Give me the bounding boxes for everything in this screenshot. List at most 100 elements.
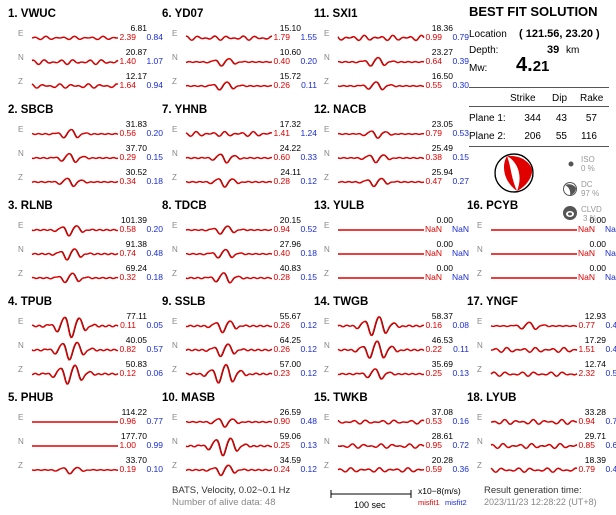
station-sbcb: 2. SBCB E 31.83 0.56 0.20 N 37.70 0.29 0.15 Z 30.5… <box>8 104 163 200</box>
misfit2-value: 0.11 <box>453 344 469 354</box>
clvd-value: 3 % <box>583 214 597 223</box>
station-title: 3. RLNB <box>8 200 53 212</box>
synthetic-trace <box>490 418 578 425</box>
waveform-trace <box>185 81 273 91</box>
waveform-trace <box>31 316 119 339</box>
misfit2-value: 0.72 <box>452 440 469 450</box>
iso-icon <box>568 161 574 167</box>
component-label: N <box>477 341 483 350</box>
divider-mid <box>469 106 609 107</box>
misfit1-value: 0.22 <box>425 344 442 354</box>
component-label: E <box>477 317 483 326</box>
clvd-label: CLVD <box>581 205 602 214</box>
misfit1-value: NaN <box>424 224 442 234</box>
misfit1-value: 0.32 <box>119 272 136 282</box>
waveform-trace <box>31 59 119 66</box>
amplitude-value: 57.00 <box>279 359 301 369</box>
trace-row-e: E 18.36 0.99 0.79 <box>314 23 469 50</box>
misfit1-value: 0.82 <box>119 344 136 354</box>
amplitude-value: 69.24 <box>125 263 147 273</box>
station-tpub: 4. TPUB E 77.11 0.11 0.05 N 40.05 0.82 0.57 Z 50.8… <box>8 296 163 392</box>
misfit2-value: 0.12 <box>300 320 317 330</box>
result-time-value: 2023/11/23 12:28:22 (UT+8) <box>484 497 597 507</box>
station-title: 8. TDCB <box>162 200 207 212</box>
trace-row-e: E 26.59 0.90 0.48 <box>162 407 317 434</box>
synthetic-trace <box>337 368 425 380</box>
misfit2-value: 0.99 <box>146 440 163 450</box>
amplitude-value: 27.96 <box>279 239 301 249</box>
trace-row-z: Z 50.83 0.12 0.06 <box>8 359 163 386</box>
component-label: N <box>18 437 24 446</box>
station-title: 2. SBCB <box>8 104 54 116</box>
observed-trace <box>185 437 273 457</box>
amplitude-value: 0.00 <box>589 239 606 249</box>
misfit1-value: 0.85 <box>578 440 595 450</box>
plane1-label: Plane 1: <box>469 113 506 124</box>
misfit1-value: 0.47 <box>425 176 442 186</box>
amplitude-value: 37.08 <box>431 407 453 417</box>
trace-row-z: Z 15.72 0.26 0.11 <box>162 71 317 98</box>
station-title: 17. YNGF <box>467 296 518 308</box>
waveform-trace <box>490 418 578 425</box>
amplitude-value: 59.06 <box>279 431 301 441</box>
amplitude-value: 40.83 <box>279 263 301 273</box>
component-label: Z <box>172 269 177 278</box>
amplitude-value: 28.61 <box>431 431 453 441</box>
misfit1-value: 0.64 <box>425 56 442 66</box>
waveform-trace <box>337 130 425 139</box>
depth-label: Depth: <box>469 45 499 56</box>
component-label: E <box>172 29 178 38</box>
misfit2-value: 0.79 <box>452 32 469 42</box>
amplitude-value: 101.39 <box>121 215 147 225</box>
station-title: 5. PHUB <box>8 392 54 404</box>
misfit2-value: 0.18 <box>146 176 163 186</box>
misfit1-value: 0.12 <box>119 368 136 378</box>
component-label: N <box>172 341 178 350</box>
component-label: Z <box>172 461 177 470</box>
component-label: Z <box>324 461 329 470</box>
station-twgb: 14. TWGB E 58.37 0.16 0.08 N 46.53 0.22 0.11 Z 35.… <box>314 296 469 392</box>
misfit1-value: 0.23 <box>273 368 290 378</box>
component-label: Z <box>172 77 177 86</box>
clvd-icon <box>563 206 577 220</box>
waveform-trace <box>337 34 425 42</box>
trace-row-e: E 12.930.77 0.41 <box>467 311 616 338</box>
misfit1-value: 0.94 <box>273 224 290 234</box>
trace-row-n: N 64.25 0.26 0.12 <box>162 335 317 362</box>
waveform-trace <box>185 153 273 164</box>
amplitude-value: 24.11 <box>280 167 301 177</box>
component-label: E <box>324 317 330 326</box>
plane2-rake: 116 <box>581 131 597 142</box>
synthetic-trace <box>185 178 273 188</box>
waveform-trace <box>31 364 119 385</box>
trace-row-e: E 101.39 0.58 0.20 <box>8 215 163 242</box>
waveform-trace <box>491 229 577 231</box>
misfit1-value: 0.16 <box>425 320 442 330</box>
component-label: N <box>172 149 178 158</box>
misfit1-value: 0.26 <box>273 80 290 90</box>
component-label: E <box>324 125 330 134</box>
component-label: Z <box>324 365 329 374</box>
synthetic-trace <box>185 35 273 41</box>
amplitude-value: 37.70 <box>125 143 147 153</box>
misfit2-value: NaN <box>451 272 469 282</box>
misfit2-value: 0.48 <box>146 248 163 258</box>
misfit1-value: 0.79 <box>578 464 595 474</box>
plane1-strike: 344 <box>524 113 541 124</box>
misfit1-value: 1.00 <box>119 440 136 450</box>
misfit2-value: 1.24 <box>300 128 317 138</box>
location-label: Location <box>469 29 507 40</box>
station-nacb: 12. NACB E 23.05 0.79 0.53 N 25.49 0.38 0.15 Z 25.… <box>314 104 469 200</box>
alive-data-line: Number of alive data: 48 <box>172 497 276 508</box>
misfit2-value: 0.48 <box>300 416 317 426</box>
amplitude-value: 25.49 <box>431 143 453 153</box>
station-masb: 10. MASB E 26.59 0.90 0.48 N 59.06 0.25 0.13 Z 34.… <box>162 392 317 488</box>
misfit2-legend: misfit2 <box>445 498 467 507</box>
misfit1-value: 0.56 <box>119 128 136 138</box>
component-label: E <box>477 221 483 230</box>
amplitude-value: 33.70 <box>125 455 147 465</box>
station-yd07: 6. YD07 E 15.10 1.79 1.55 N 10.60 0.40 0.20 Z 15.7… <box>162 8 317 104</box>
iso-value: 0 % <box>581 164 595 173</box>
dc-icon <box>563 182 577 196</box>
misfit1-value: 0.28 <box>273 176 290 186</box>
